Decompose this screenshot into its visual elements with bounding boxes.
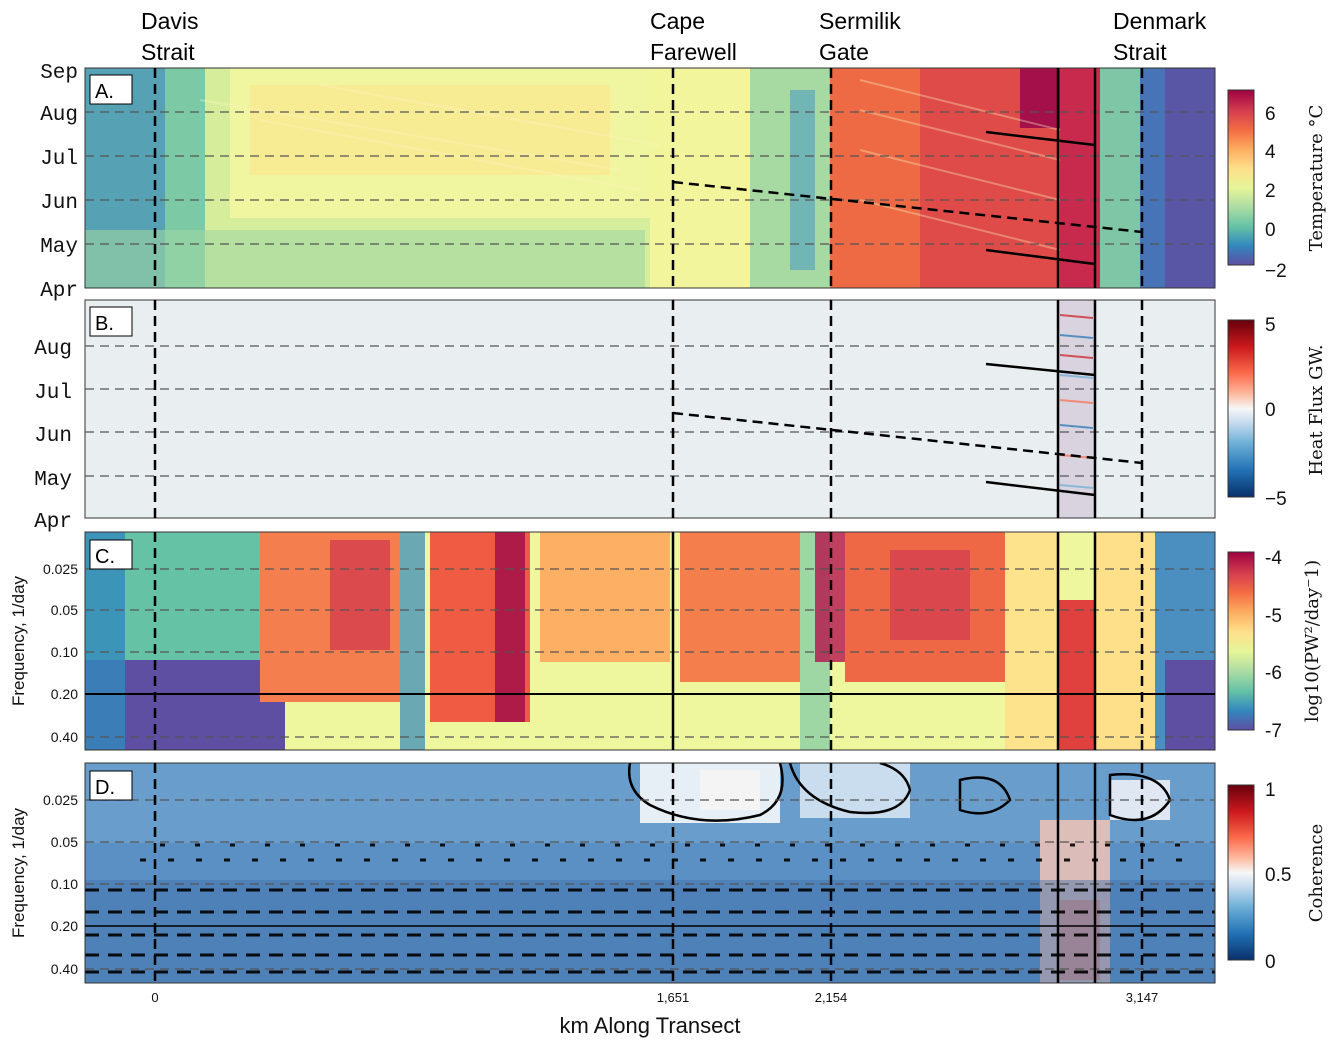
panel-c-y-ticks: 0.025 0.05 0.10 0.20 0.40 — [43, 561, 78, 745]
colorbar-tick: -4 — [1265, 548, 1282, 569]
panel-c-colorbar-label: log10(PW²/day⁻1) — [1302, 560, 1323, 722]
panel-b-label-box — [89, 306, 133, 337]
location-label-cape-1: Cape — [650, 8, 705, 34]
location-label-sermilik-2: Gate — [819, 39, 869, 65]
panel-c-y-tick: 0.20 — [51, 686, 78, 702]
panel-b-y-tick: Apr — [34, 511, 72, 534]
colorbar-tick: 6 — [1265, 104, 1276, 125]
panel-a-gridlines — [85, 111, 1215, 245]
colorbar-tick: 0 — [1265, 952, 1276, 973]
panel-c-y-tick: 0.025 — [43, 561, 78, 577]
location-label-denmark-2: Strait — [1113, 39, 1167, 65]
x-tick-label: 0 — [151, 990, 158, 1005]
location-label-sermilik-1: Sermilik — [819, 8, 901, 34]
panel-a-y-tick: Aug — [40, 104, 78, 127]
panel-b-colorbar — [1227, 319, 1255, 498]
panel-a-colorbar-label: Temperature °C — [1306, 105, 1327, 251]
panel-d-y-label: Frequency, 1/day — [9, 807, 28, 938]
panel-a-y-tick: May — [40, 236, 78, 259]
x-tick-label: 3,147 — [1126, 990, 1159, 1005]
panel-a-y-tick: Sep — [40, 62, 78, 85]
colorbar-tick: 1 — [1265, 780, 1276, 801]
panel-c-label-box — [89, 539, 133, 570]
panel-d-colorbar-ticks: 1 0.5 0 — [1265, 780, 1291, 973]
panel-a-y-tick: Jul — [40, 148, 78, 171]
location-label-cape-2: Farewell — [650, 39, 737, 65]
panel-b-heat-flux: B. Apr May Jun Jul Aug −5 0 5 Heat Flux … — [34, 299, 1327, 534]
panel-c-y-tick: 0.10 — [51, 644, 78, 660]
panel-b-section-lines — [153, 300, 1144, 518]
panel-d-coherence: D. 0.025 0.05 0.10 0.20 0.40 Frequency, … — [9, 762, 1327, 984]
panel-d-y-ticks: 0.025 0.05 0.10 0.20 0.40 — [43, 792, 78, 977]
panel-b-gridlines — [85, 345, 1215, 477]
location-label-davis-1: Davis — [141, 8, 199, 34]
x-tick-label: 1,651 — [657, 990, 690, 1005]
panel-d-y-tick: 0.025 — [43, 792, 78, 808]
panel-a-label-box — [89, 74, 133, 105]
panel-c-section-lines — [85, 532, 1215, 750]
panel-d-colorbar — [1227, 784, 1255, 961]
panel-a-section-lines — [153, 68, 1144, 288]
panel-a-colorbar — [1227, 89, 1255, 266]
panel-b-y-tick: May — [34, 469, 72, 492]
panel-d-y-tick: 0.05 — [51, 834, 78, 850]
panel-a-y-tick: Apr — [40, 280, 78, 303]
x-axis: 0 1,651 2,154 3,147 km Along Transect — [151, 990, 1158, 1038]
x-tick-label: 2,154 — [815, 990, 848, 1005]
colorbar-tick: −2 — [1265, 261, 1287, 282]
panel-c-y-label: Frequency, 1/day — [9, 575, 28, 706]
colorbar-tick: 0 — [1265, 220, 1276, 241]
panel-a-y-tick: Jun — [40, 192, 78, 215]
panel-d-field — [85, 763, 1215, 983]
colorbar-tick: -6 — [1265, 663, 1282, 684]
panel-d-gridlines — [85, 799, 1215, 970]
panel-a-temperature: A. Apr May Jun Jul Aug Sep −2 0 2 4 6 Te… — [40, 62, 1327, 303]
location-label-davis-2: Strait — [141, 39, 195, 65]
panel-b-colorbar-label: Heat Flux GW. — [1306, 344, 1327, 475]
panel-c-y-tick: 0.05 — [51, 602, 78, 618]
panel-b-y-tick: Jun — [34, 425, 72, 448]
panel-b-label: B. — [95, 313, 114, 335]
panel-b-y-tick: Jul — [34, 382, 72, 405]
colorbar-tick: -7 — [1265, 721, 1282, 742]
panel-b-y-tick: Aug — [34, 338, 72, 361]
panel-a-colorbar-ticks: −2 0 2 4 6 — [1265, 104, 1287, 282]
panel-c-colorbar-ticks: -4 -5 -6 -7 — [1265, 548, 1282, 742]
colorbar-tick: 2 — [1265, 181, 1276, 202]
panel-b-colorbar-ticks: −5 0 5 — [1265, 315, 1287, 510]
panel-d-label: D. — [95, 777, 115, 799]
colorbar-tick: 5 — [1265, 315, 1276, 336]
panel-d-label-box — [89, 770, 133, 801]
panel-a-y-ticks: Apr May Jun Jul Aug Sep — [40, 62, 78, 303]
panel-b-field — [85, 300, 1215, 518]
panel-c-power-spectrum: C. 0.025 0.05 0.10 0.20 0.40 Frequency, … — [9, 531, 1323, 751]
panel-c-label: C. — [95, 546, 115, 568]
location-labels: Davis Strait Cape Farewell Sermilik Gate… — [141, 8, 1207, 65]
panel-c-field — [85, 532, 1215, 750]
panel-a-field — [85, 68, 1215, 288]
panel-c-gridlines — [85, 568, 1215, 738]
colorbar-tick: −5 — [1265, 489, 1287, 510]
colorbar-tick: 0.5 — [1265, 865, 1291, 886]
colorbar-tick: -5 — [1265, 606, 1282, 627]
panel-d-y-tick: 0.40 — [51, 961, 78, 977]
panel-d-y-tick: 0.10 — [51, 876, 78, 892]
colorbar-tick: 0 — [1265, 400, 1276, 421]
panel-c-y-tick: 0.40 — [51, 729, 78, 745]
x-axis-label: km Along Transect — [560, 1013, 741, 1038]
panel-c-colorbar — [1227, 551, 1255, 731]
colorbar-tick: 4 — [1265, 142, 1276, 163]
location-label-denmark-1: Denmark — [1113, 8, 1207, 34]
panel-d-section-lines — [85, 763, 1215, 983]
panel-d-y-tick: 0.20 — [51, 918, 78, 934]
panel-d-colorbar-label: Coherence — [1306, 824, 1327, 922]
panel-a-label: A. — [95, 81, 114, 103]
panel-b-y-ticks: Apr May Jun Jul Aug — [34, 338, 72, 534]
